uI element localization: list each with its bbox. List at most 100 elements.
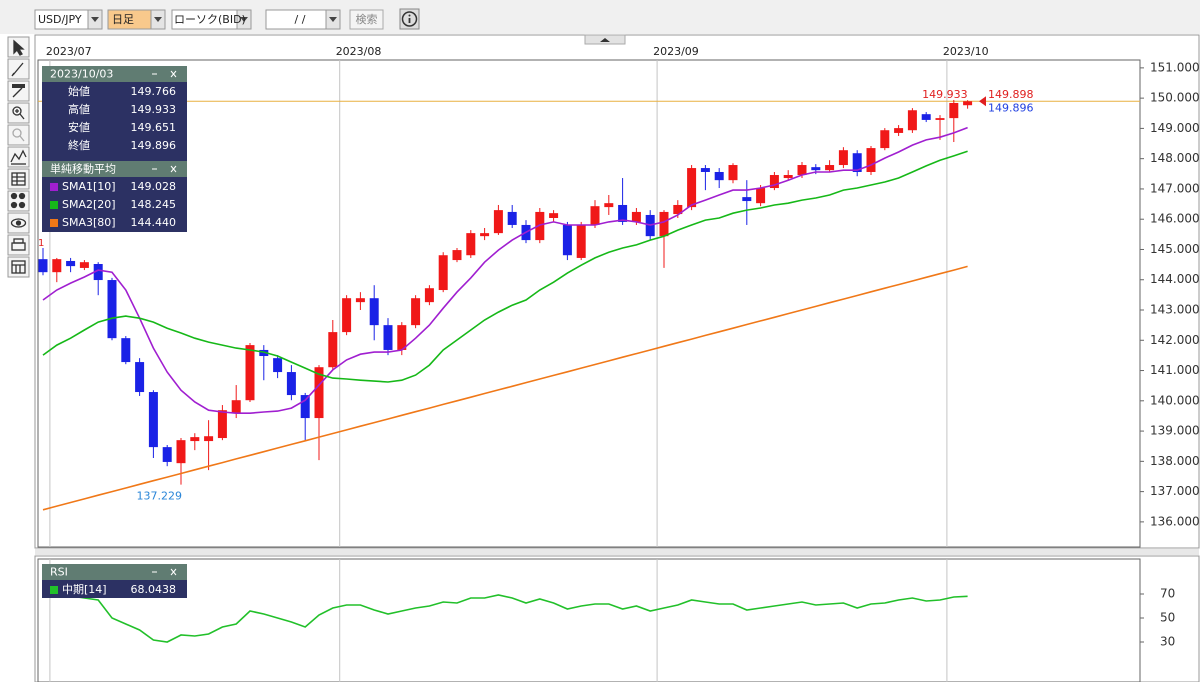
- legend-name: SMA1[10]: [62, 180, 116, 193]
- x-tick-label: 2023/07: [46, 45, 92, 58]
- candle-body: [452, 250, 462, 261]
- edge-marker: 1: [38, 238, 44, 249]
- tool-zoom-in[interactable]: [7, 102, 30, 124]
- info-button[interactable]: [399, 8, 420, 30]
- y-tick-label: 143.000: [1150, 303, 1200, 317]
- candle-body: [811, 167, 821, 171]
- candle-body: [52, 259, 62, 273]
- tool-table[interactable]: [7, 168, 30, 190]
- chart-kind-select[interactable]: ローソク(BID): [171, 9, 252, 30]
- y-tick-label: 140.000: [1150, 393, 1200, 407]
- y-tick-label: 150.000: [1150, 91, 1200, 105]
- y-tick-label: 142.000: [1150, 333, 1200, 347]
- legend-swatch: [50, 586, 58, 594]
- y-tick-label: 50: [1160, 611, 1175, 625]
- candle-body: [245, 345, 255, 401]
- grid-layer: [49, 60, 1144, 682]
- candle-body: [383, 325, 393, 350]
- legend-swatch: [50, 183, 58, 191]
- candle-body: [700, 168, 710, 172]
- candle-body: [355, 298, 365, 303]
- candle-body: [535, 211, 545, 241]
- rsi-panel-buttons[interactable]: [152, 568, 177, 576]
- candle-body: [135, 362, 145, 393]
- candle-body: [673, 204, 683, 215]
- candle-body: [907, 110, 917, 131]
- candle-body: [852, 153, 862, 172]
- candle-body: [176, 440, 186, 464]
- candle-body: [659, 211, 669, 237]
- candle-body: [590, 206, 600, 225]
- x-tick-label: 2023/10: [943, 45, 989, 58]
- legend-swatch: [50, 201, 58, 209]
- indicator-header: [42, 161, 187, 177]
- ask-label: 149.898: [988, 88, 1034, 101]
- candle-body: [480, 233, 490, 237]
- chart-kind-text: ローソク(BID): [174, 13, 246, 26]
- info-box-bg: [42, 66, 187, 232]
- sma-line: [42, 126, 968, 414]
- candle-body: [66, 260, 76, 267]
- candle-body: [107, 280, 117, 339]
- info-row-value: 149.766: [131, 85, 177, 98]
- tool-marks[interactable]: [7, 190, 30, 212]
- candle-body: [728, 165, 738, 181]
- y-tick-label: 137.000: [1150, 484, 1200, 498]
- candle-body: [838, 150, 848, 166]
- candle-body: [342, 298, 352, 333]
- candle-body: [204, 436, 214, 442]
- candle-body: [286, 372, 296, 396]
- candle-body: [217, 410, 227, 439]
- rsi-box: RSI 中期[14] 68.0438: [42, 564, 187, 598]
- panel-divider: [35, 549, 1199, 555]
- tool-print[interactable]: [7, 234, 30, 256]
- x-tick-label: 2023/08: [336, 45, 382, 58]
- info-row-value: 149.896: [131, 139, 177, 152]
- y-tick-label: 136.000: [1150, 514, 1200, 528]
- legend-value: 144.440: [131, 216, 177, 229]
- info-row-value: 149.651: [131, 121, 177, 134]
- y-tick-label: 138.000: [1150, 454, 1200, 468]
- candle-body: [148, 392, 158, 448]
- legend-name: SMA3[80]: [62, 216, 116, 229]
- candle-body: [79, 262, 89, 268]
- rsi-header: [42, 564, 187, 580]
- high-label: 149.933: [922, 88, 968, 101]
- panel-buttons[interactable]: [152, 70, 177, 173]
- y-tick-label: 145.000: [1150, 242, 1200, 256]
- date-input[interactable]: / /: [265, 9, 341, 30]
- candle-body: [273, 358, 283, 373]
- candle-body: [369, 298, 379, 326]
- legend-value: 148.245: [131, 198, 177, 211]
- symbol-select[interactable]: USD/JPY: [34, 9, 103, 30]
- candle-body: [949, 102, 959, 119]
- legend-name: 中期[14]: [62, 583, 107, 596]
- candle-body: [438, 255, 448, 291]
- info-row-value: 149.933: [131, 103, 177, 116]
- collapse-tab[interactable]: [584, 34, 626, 45]
- rsi-plot-area: [37, 558, 1141, 682]
- candle-body: [93, 264, 103, 281]
- tool-layout[interactable]: [7, 256, 30, 278]
- candle-body: [300, 395, 310, 419]
- candle-body: [687, 168, 697, 208]
- y-tick-label: 147.000: [1150, 181, 1200, 195]
- candle-body: [507, 211, 517, 225]
- sma-line: [42, 265, 968, 511]
- rsi-title: RSI: [50, 566, 68, 579]
- info-row-label: 始値: [68, 84, 90, 98]
- info-row-label: 安値: [68, 120, 90, 134]
- search-button[interactable]: 検索: [349, 9, 384, 30]
- indicator-title: 単純移動平均: [50, 162, 116, 176]
- candle-body: [466, 233, 476, 256]
- candle-body: [797, 165, 807, 176]
- candle-body: [742, 197, 752, 202]
- legend-value: 68.0438: [131, 583, 177, 596]
- period-select[interactable]: 日足: [107, 9, 166, 30]
- candle-body: [259, 349, 269, 357]
- candle-body: [314, 367, 324, 419]
- sma-line: [42, 150, 968, 383]
- y-tick-label: 70: [1160, 587, 1175, 601]
- tool-zoom-out[interactable]: [7, 124, 30, 146]
- candle-body: [825, 165, 835, 171]
